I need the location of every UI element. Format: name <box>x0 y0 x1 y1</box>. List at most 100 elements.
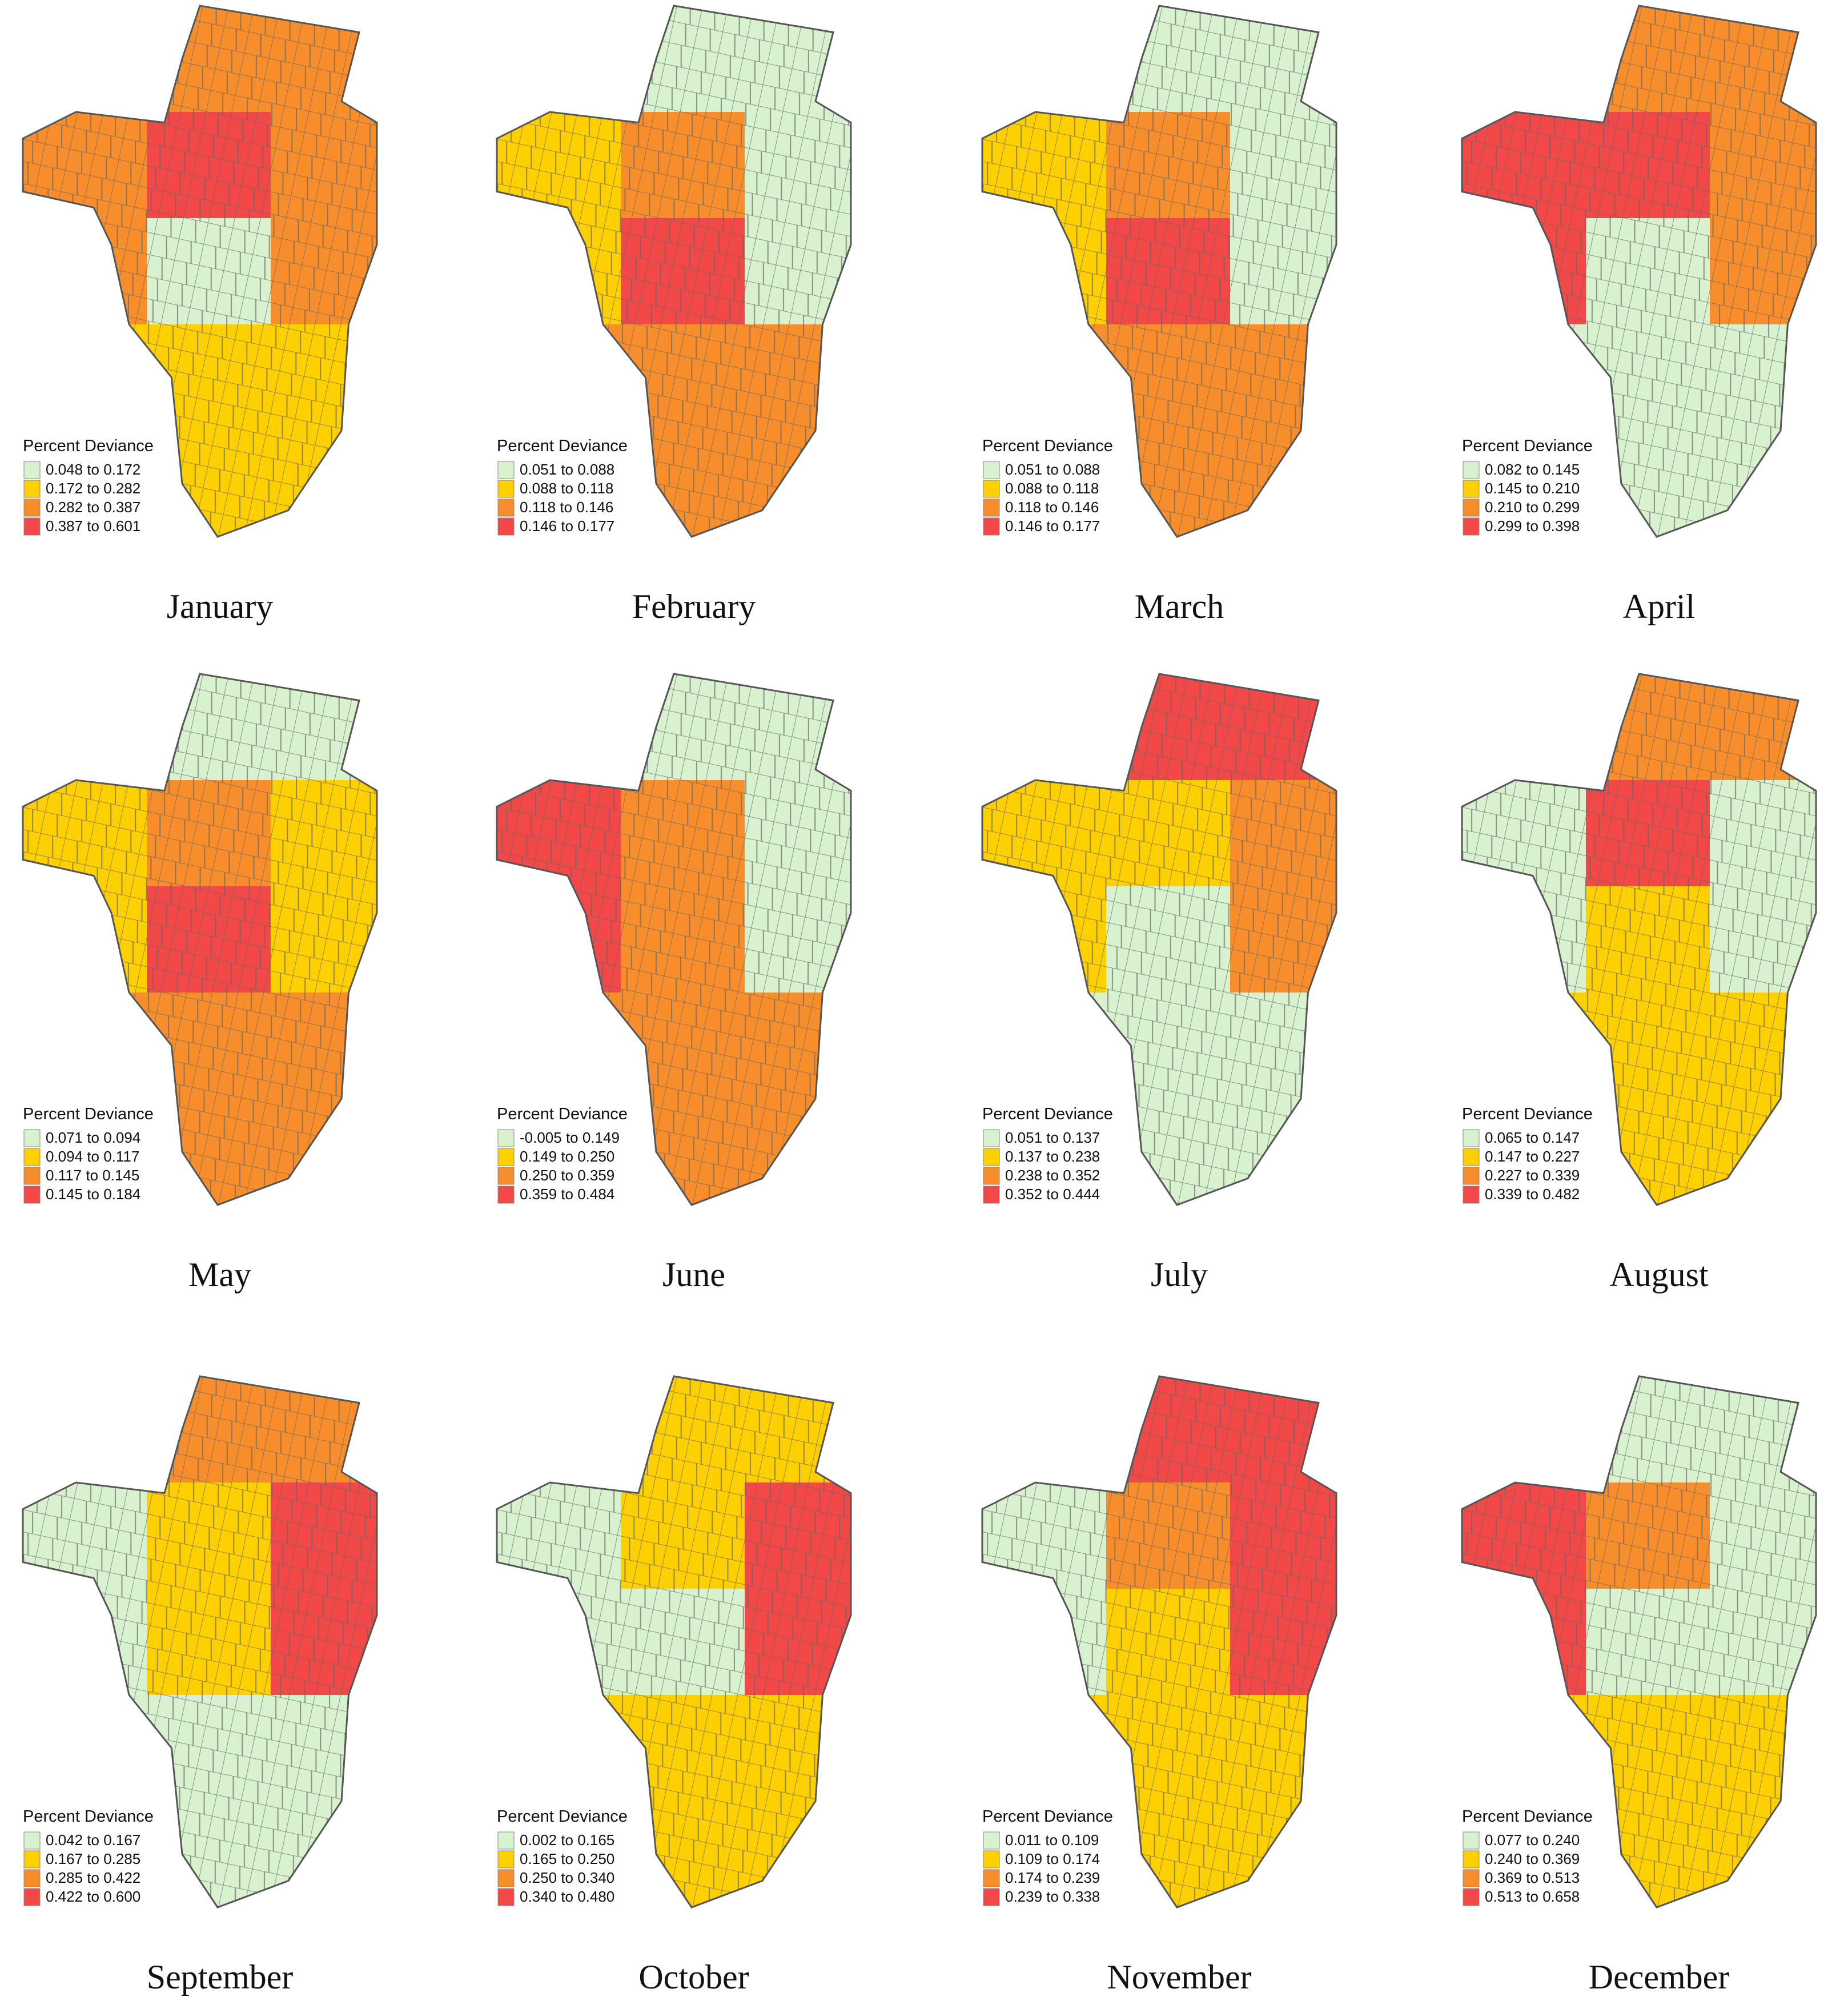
legend-swatch <box>1463 1186 1480 1204</box>
legend-swatch <box>23 1831 41 1850</box>
map-outline <box>22 1375 378 1908</box>
legend-swatch <box>497 461 515 479</box>
legend-label: 0.137 to 0.238 <box>1005 1148 1100 1165</box>
legend-label: 0.082 to 0.145 <box>1485 461 1580 478</box>
map-outline <box>1461 1375 1817 1908</box>
map-outline <box>496 1375 852 1908</box>
legend-swatch <box>983 1850 1000 1869</box>
month-label: August <box>1609 1256 1709 1293</box>
legend-label: 0.071 to 0.094 <box>46 1129 140 1146</box>
map-outline <box>1461 673 1817 1206</box>
legend-label: 0.172 to 0.282 <box>46 480 140 497</box>
legend-label: 0.118 to 0.146 <box>520 499 613 516</box>
legend-swatch <box>1463 1831 1480 1850</box>
legend-label: 0.147 to 0.227 <box>1485 1148 1580 1165</box>
legend-swatch <box>23 1129 41 1147</box>
map-panel: Percent Deviance 0.065 to 0.147 0.147 to 0… <box>1461 673 1817 1293</box>
legend-label: 0.065 to 0.147 <box>1485 1129 1580 1146</box>
map-panel: Percent Deviance 0.071 to 0.094 0.094 to 0… <box>22 673 378 1293</box>
legend-swatch <box>23 461 41 479</box>
legend-title: Percent Deviance <box>23 1807 154 1826</box>
legend-label: 0.422 to 0.600 <box>46 1888 140 1905</box>
legend-title: Percent Deviance <box>497 437 628 455</box>
legend-title: Percent Deviance <box>982 1105 1113 1123</box>
legend-swatch <box>497 1129 515 1147</box>
legend-swatch <box>497 1888 515 1906</box>
legend-label: 0.109 to 0.174 <box>1005 1850 1100 1867</box>
legend-label: 0.250 to 0.359 <box>520 1167 614 1184</box>
legend-swatch <box>497 1831 515 1850</box>
legend-swatch <box>983 1869 1000 1887</box>
legend-label: 0.146 to 0.177 <box>520 517 614 535</box>
legend-label: 0.250 to 0.340 <box>520 1869 614 1886</box>
legend-swatch <box>1463 1869 1480 1887</box>
legend-title: Percent Deviance <box>497 1807 628 1826</box>
legend-swatch <box>23 1186 41 1204</box>
map-outline <box>22 673 378 1206</box>
legend-label: 0.048 to 0.172 <box>46 461 140 478</box>
legend-label: 0.352 to 0.444 <box>1005 1186 1100 1203</box>
legend-label: 0.011 to 0.109 <box>1005 1831 1099 1849</box>
legend-label: 0.282 to 0.387 <box>46 499 140 516</box>
legend-label: 0.174 to 0.239 <box>1005 1869 1100 1886</box>
legend-title: Percent Deviance <box>497 1105 628 1123</box>
legend-title: Percent Deviance <box>23 437 154 455</box>
legend-swatch <box>23 1888 41 1906</box>
legend-swatch <box>1463 1148 1480 1166</box>
legend-label: 0.149 to 0.250 <box>520 1148 614 1165</box>
legend-swatch <box>23 1869 41 1887</box>
legend-swatch <box>497 517 515 536</box>
legend-swatch <box>497 1850 515 1869</box>
legend-label: 0.002 to 0.165 <box>520 1831 614 1849</box>
legend-swatch <box>983 1129 1000 1147</box>
legend-swatch <box>1463 517 1480 536</box>
legend-title: Percent Deviance <box>1462 437 1593 455</box>
legend-swatch <box>497 1869 515 1887</box>
month-label: December <box>1589 1958 1730 1996</box>
month-label: May <box>188 1256 251 1293</box>
legend-label: 0.238 to 0.352 <box>1005 1167 1100 1184</box>
legend-title: Percent Deviance <box>982 437 1113 455</box>
legend-label: 0.239 to 0.338 <box>1005 1888 1100 1905</box>
legend-label: 0.145 to 0.184 <box>46 1186 140 1203</box>
map-outline <box>981 5 1337 538</box>
map-regions <box>23 1376 377 1907</box>
legend-label: 0.210 to 0.299 <box>1485 499 1580 516</box>
legend-label: 0.077 to 0.240 <box>1485 1831 1580 1849</box>
map-outline <box>496 673 852 1206</box>
legend-label: 0.340 to 0.480 <box>520 1888 614 1905</box>
legend-label: 0.285 to 0.422 <box>46 1869 140 1886</box>
month-label: July <box>1151 1256 1208 1293</box>
month-label: November <box>1107 1958 1251 1996</box>
legend-swatch <box>497 1186 515 1204</box>
legend-label: 0.299 to 0.398 <box>1485 517 1580 535</box>
legend-swatch <box>983 1831 1000 1850</box>
legend-label: 0.227 to 0.339 <box>1485 1167 1580 1184</box>
legend-label: 0.145 to 0.210 <box>1485 480 1580 497</box>
legend-label: 0.146 to 0.177 <box>1005 517 1100 535</box>
month-label: September <box>147 1958 294 1996</box>
map-outline <box>496 5 852 538</box>
legend-swatch <box>1463 1888 1480 1906</box>
legend-swatch <box>983 1186 1000 1204</box>
legend-label: 0.240 to 0.369 <box>1485 1850 1580 1867</box>
legend-label: 0.088 to 0.118 <box>520 480 613 497</box>
legend-swatch <box>983 461 1000 479</box>
legend-label: 0.387 to 0.601 <box>46 517 140 535</box>
map-panel: Percent Deviance -0.005 to 0.149 0.149 to … <box>496 673 852 1293</box>
map-panel: Percent Deviance 0.051 to 0.137 0.137 to 0… <box>981 673 1337 1293</box>
legend-label: 0.369 to 0.513 <box>1485 1869 1580 1886</box>
legend-swatch <box>983 480 1000 498</box>
legend-label: 0.513 to 0.658 <box>1485 1888 1580 1905</box>
legend-title: Percent Deviance <box>1462 1807 1593 1826</box>
legend-swatch <box>983 1148 1000 1166</box>
legend-label: 0.042 to 0.167 <box>46 1831 140 1849</box>
legend-swatch <box>1463 1167 1480 1185</box>
month-label: October <box>638 1958 749 1996</box>
legend-swatch <box>983 1167 1000 1185</box>
